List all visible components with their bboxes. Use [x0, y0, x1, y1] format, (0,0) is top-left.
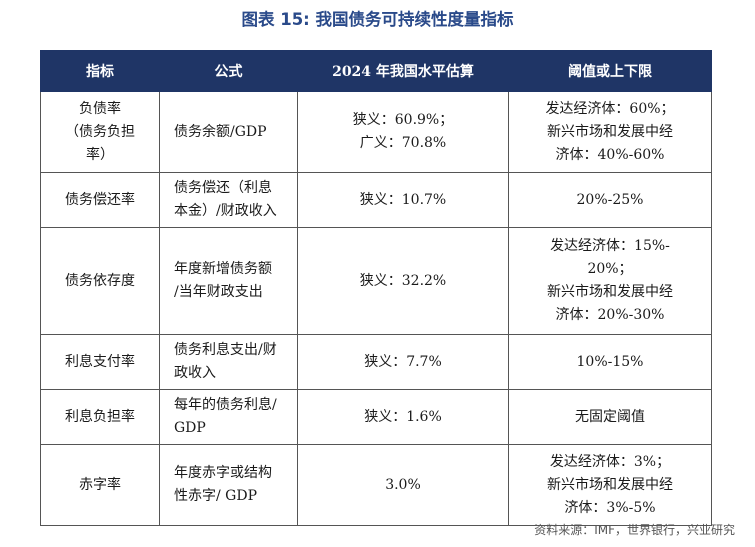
table-row: 负债率 （债务负担 率） 债务余额/GDP 狭义：60.9%； 广义：70.8%… — [40, 91, 712, 173]
cell-line: 赤字率 — [79, 476, 121, 493]
cell-line: 发达经济体：60%； — [545, 100, 675, 117]
indicator-cell: 利息支付率 — [40, 334, 160, 390]
header-estimate: 2024 年我国水平估算 — [297, 50, 509, 92]
cell-line: 10%-15% — [576, 353, 644, 370]
cell-line: 狭义：10.7% — [359, 191, 447, 208]
indicator-cell: 利息负担率 — [40, 389, 160, 445]
debt-sustainability-table: 指标 公式 2024 年我国水平估算 阈值或上下限 负债率 （债务负担 率） 债… — [40, 50, 712, 526]
cell-line: 新兴市场和发展中经 — [547, 284, 673, 300]
cell-line: 20%-25% — [576, 191, 644, 208]
threshold-cell: 无固定阈值 — [508, 389, 712, 445]
header-indicator: 指标 — [40, 50, 160, 92]
cell-line: GDP — [174, 420, 206, 436]
formula-cell: 每年的债务利息/ GDP — [159, 389, 298, 445]
threshold-cell: 10%-15% — [508, 334, 712, 390]
cell-line: 广义：70.8% — [359, 135, 447, 151]
cell-line: 债务利息支出/财 — [174, 342, 277, 358]
cell-line: 利息负担率 — [65, 408, 135, 425]
table-row: 利息负担率 每年的债务利息/ GDP 狭义：1.6% 无固定阈值 — [40, 389, 712, 445]
indicator-cell: 债务偿还率 — [40, 172, 160, 228]
cell-line: 狭义：7.7% — [364, 353, 442, 370]
cell-line: 性赤字/ GDP — [174, 488, 257, 504]
table-row: 债务依存度 年度新增债务额 /当年财政支出 狭义：32.2% 发达经济体：15%… — [40, 227, 712, 335]
cell-line: 新兴市场和发展中经 — [547, 476, 673, 493]
cell-line: 债务偿还（利息 — [174, 180, 272, 196]
cell-line: 狭义：60.9%； — [352, 112, 454, 128]
header-formula: 公式 — [159, 50, 298, 92]
threshold-cell: 发达经济体：15%- 20%； 新兴市场和发展中经 济体：20%-30% — [508, 227, 712, 335]
cell-line: 狭义：32.2% — [359, 272, 447, 289]
figure-title: 图表 15: 我国债务可持续性度量指标 — [241, 10, 514, 29]
cell-line: 20%； — [587, 261, 633, 277]
formula-cell: 债务利息支出/财 政收入 — [159, 334, 298, 390]
indicator-cell: 负债率 （债务负担 率） — [40, 91, 160, 173]
cell-line: 济体：20%-30% — [555, 307, 665, 323]
estimate-cell: 狭义：32.2% — [297, 227, 509, 335]
cell-line: 债务余额/GDP — [174, 123, 267, 140]
cell-line: 本金）/财政收入 — [174, 203, 277, 219]
table-row: 债务偿还率 债务偿还（利息 本金）/财政收入 狭义：10.7% 20%-25% — [40, 172, 712, 228]
cell-line: 负债率 — [79, 100, 121, 117]
estimate-cell: 狭义：7.7% — [297, 334, 509, 390]
table-row: 赤字率 年度赤字或结构 性赤字/ GDP 3.0% 发达经济体：3%； 新兴市场… — [40, 444, 712, 526]
estimate-cell: 狭义：10.7% — [297, 172, 509, 228]
cell-line: 年度新增债务额 — [174, 261, 272, 277]
formula-cell: 债务余额/GDP — [159, 91, 298, 173]
estimate-cell: 狭义：60.9%； 广义：70.8% — [297, 91, 509, 173]
threshold-cell: 发达经济体：60%； 新兴市场和发展中经 济体：40%-60% — [508, 91, 712, 173]
indicator-cell: 债务依存度 — [40, 227, 160, 335]
cell-line: 债务依存度 — [65, 272, 135, 289]
cell-line: 3.0% — [385, 476, 421, 493]
cell-line: 债务偿还率 — [65, 191, 135, 208]
threshold-cell: 20%-25% — [508, 172, 712, 228]
table-header-row: 指标 公式 2024 年我国水平估算 阈值或上下限 — [40, 50, 712, 92]
cell-line: 无固定阈值 — [575, 408, 645, 425]
cell-line: （债务负担 — [65, 123, 135, 140]
cell-line: 每年的债务利息/ — [174, 397, 277, 413]
formula-cell: 年度赤字或结构 性赤字/ GDP — [159, 444, 298, 526]
cell-line: 率） — [86, 146, 114, 163]
cell-line: 新兴市场和发展中经 — [547, 123, 673, 140]
cell-line: 狭义：1.6% — [364, 408, 442, 425]
cell-line: /当年财政支出 — [174, 284, 263, 300]
cell-line: 济体：40%-60% — [555, 146, 665, 163]
estimate-cell: 3.0% — [297, 444, 509, 526]
header-threshold: 阈值或上下限 — [508, 50, 712, 92]
formula-cell: 债务偿还（利息 本金）/财政收入 — [159, 172, 298, 228]
cell-line: 济体：3%-5% — [564, 499, 656, 516]
cell-line: 利息支付率 — [65, 353, 135, 370]
cell-line: 政收入 — [174, 365, 216, 381]
estimate-cell: 狭义：1.6% — [297, 389, 509, 445]
cell-line: 年度赤字或结构 — [174, 465, 272, 481]
threshold-cell: 发达经济体：3%； 新兴市场和发展中经 济体：3%-5% — [508, 444, 712, 526]
cell-line: 发达经济体：15%- — [550, 238, 670, 254]
formula-cell: 年度新增债务额 /当年财政支出 — [159, 227, 298, 335]
table-row: 利息支付率 债务利息支出/财 政收入 狭义：7.7% 10%-15% — [40, 334, 712, 390]
source-note: 资料来源：IMF，世界银行，兴业研究 — [534, 523, 735, 537]
indicator-cell: 赤字率 — [40, 444, 160, 526]
cell-line: 发达经济体：3%； — [549, 453, 671, 470]
